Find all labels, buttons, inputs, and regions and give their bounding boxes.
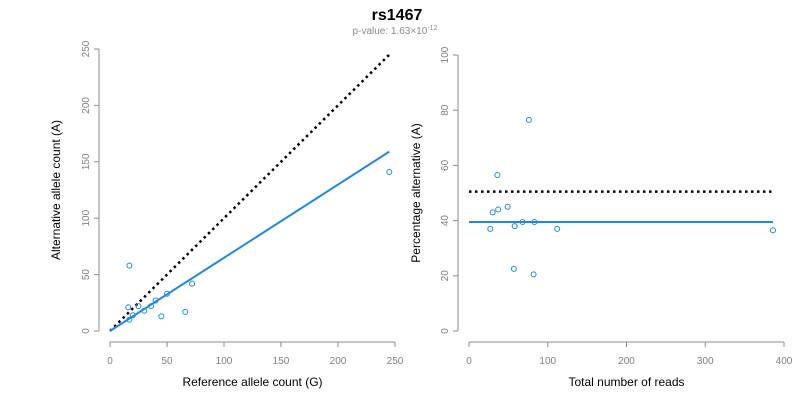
y-tick-label: 200 bbox=[81, 97, 92, 114]
x-axis-title: Total number of reads bbox=[568, 375, 684, 389]
data-point bbox=[148, 303, 155, 310]
x-tick-label: 300 bbox=[697, 356, 714, 367]
equal-proportion-reference-line bbox=[109, 53, 391, 332]
x-tick-label: 200 bbox=[330, 356, 347, 367]
right-panel-percentage-alternative: 0 100 200 300 400 0 20 40 60 80 100 Total number of… bbox=[409, 46, 793, 389]
y-tick-label: 250 bbox=[81, 40, 92, 57]
data-point bbox=[125, 304, 132, 311]
x-tick-label: 0 bbox=[466, 356, 472, 367]
left-panel-allele-counts: 0 50 100 150 200 250 0 50 100 150 200 250 Reference … bbox=[49, 40, 404, 389]
data-point bbox=[487, 225, 494, 232]
x-tick-label: 400 bbox=[776, 356, 793, 367]
p-value-text: p-value: 1.63×10 bbox=[353, 26, 428, 37]
data-point bbox=[126, 262, 133, 269]
y-tick-label: 20 bbox=[440, 270, 451, 282]
y-axis-title: Alternative allele count (A) bbox=[49, 120, 63, 260]
y-tick-label: 50 bbox=[81, 269, 92, 281]
x-tick-label: 250 bbox=[387, 356, 404, 367]
y-tick-label: 100 bbox=[81, 209, 92, 226]
chart-title: rs1467 bbox=[372, 7, 423, 24]
x-axis-title: Reference allele count (G) bbox=[182, 375, 322, 389]
x-tick-label: 150 bbox=[273, 356, 290, 367]
data-point bbox=[158, 313, 165, 320]
x-tick-label: 100 bbox=[539, 356, 556, 367]
data-point bbox=[511, 223, 518, 230]
data-point bbox=[525, 116, 532, 123]
data-point bbox=[530, 271, 537, 278]
x-tick-label: 50 bbox=[161, 356, 173, 367]
y-tick-label: 80 bbox=[440, 104, 451, 116]
y-tick-label: 100 bbox=[440, 46, 451, 63]
p-value-subtitle: p-value: 1.63×10-12 bbox=[353, 25, 438, 37]
data-point bbox=[489, 209, 496, 216]
data-point bbox=[554, 225, 561, 232]
data-point bbox=[126, 316, 133, 323]
data-point bbox=[386, 168, 393, 175]
data-point bbox=[531, 218, 538, 225]
y-tick-label: 60 bbox=[440, 159, 451, 171]
data-point bbox=[182, 308, 189, 315]
data-point bbox=[189, 280, 196, 287]
y-tick-label: 150 bbox=[81, 153, 92, 170]
data-point bbox=[510, 265, 517, 272]
y-tick-label: 0 bbox=[440, 328, 451, 334]
x-tick-label: 0 bbox=[107, 356, 113, 367]
data-point bbox=[152, 297, 159, 304]
data-point bbox=[129, 312, 136, 319]
y-axis-title: Percentage alternative (A) bbox=[409, 123, 423, 262]
x-tick-label: 200 bbox=[618, 356, 635, 367]
y-tick-label: 0 bbox=[81, 328, 92, 334]
data-point bbox=[141, 307, 148, 314]
y-tick-label: 40 bbox=[440, 215, 451, 227]
data-point bbox=[504, 203, 511, 210]
data-point bbox=[494, 172, 501, 179]
data-point bbox=[495, 206, 502, 213]
data-point bbox=[519, 218, 526, 225]
data-point bbox=[769, 227, 776, 234]
data-point bbox=[135, 303, 142, 310]
p-value-exponent: -12 bbox=[427, 25, 437, 32]
fitted-line-line bbox=[109, 150, 390, 332]
data-point bbox=[164, 290, 170, 297]
x-tick-label: 100 bbox=[216, 356, 233, 367]
